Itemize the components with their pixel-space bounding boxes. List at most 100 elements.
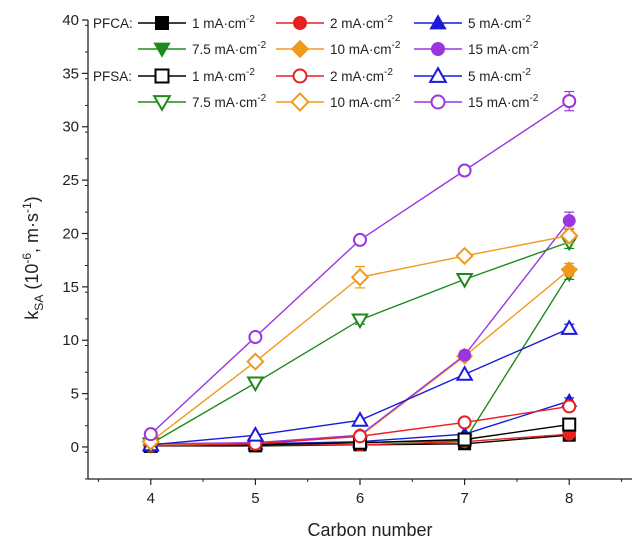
y-label-base: k	[22, 310, 42, 320]
legend-entry: 1 mA·cm-2	[138, 14, 255, 31]
legend-entry: 15 mA·cm-2	[414, 40, 539, 57]
data-point	[455, 246, 474, 266]
legend-marker	[292, 68, 308, 84]
data-point	[560, 261, 578, 279]
legend-label: 15 mA·cm-2	[468, 40, 539, 57]
legend-label-text: 7.5 mA·cm	[192, 95, 257, 110]
legend-label-text: 1 mA·cm	[192, 69, 246, 84]
y-label-sub: SA	[32, 295, 46, 311]
legend-marker	[293, 16, 307, 30]
legend-group-label: PFSA:	[93, 69, 132, 84]
legend-label: 5 mA·cm-2	[468, 14, 531, 31]
data-point	[143, 427, 158, 442]
data-point	[562, 417, 577, 432]
legend-label-text: 1 mA·cm	[192, 16, 246, 31]
x-tick-label: 5	[251, 490, 259, 507]
legend-entry: 15 mA·cm-2	[414, 93, 539, 110]
legend-entry: 5 mA·cm-2	[414, 66, 531, 84]
legend-label-text: 15 mA·cm	[468, 42, 530, 57]
data-point	[455, 272, 474, 289]
data-point	[458, 348, 472, 362]
y-tick-label: 35	[62, 65, 79, 82]
legend-group-label: PFCA:	[93, 16, 133, 31]
y-tick-label: 10	[62, 332, 79, 349]
series-layer	[141, 90, 579, 455]
data-point	[457, 415, 472, 430]
legend-label: 2 mA·cm-2	[330, 67, 393, 84]
y-tick-label: 0	[71, 439, 79, 456]
series-pfsa-8	[141, 319, 579, 452]
data-point	[457, 432, 472, 447]
legend-label-sup: -2	[246, 14, 255, 25]
legend-label-sup: -2	[257, 93, 266, 104]
y-tick-label: 30	[62, 119, 79, 136]
legend-entry: 7.5 mA·cm-2	[138, 40, 267, 58]
legend-label: 10 mA·cm-2	[330, 40, 401, 57]
y-tick-label: 25	[62, 172, 79, 189]
legend-entry: 2 mA·cm-2	[276, 67, 393, 84]
legend-marker	[154, 68, 170, 84]
y-tick-label: 15	[62, 279, 79, 296]
legend-label-text: 10 mA·cm	[330, 42, 392, 57]
legend-label-sup: -2	[257, 40, 266, 51]
legend-label: 5 mA·cm-2	[468, 67, 531, 84]
data-point	[562, 94, 577, 109]
legend-label: 1 mA·cm-2	[192, 14, 255, 31]
series-pfsa-10	[141, 226, 579, 451]
data-point	[351, 313, 369, 330]
y-label-sup2: -1	[20, 202, 34, 213]
y-label-mid: (10	[22, 264, 42, 295]
x-tick-label: 4	[147, 490, 155, 507]
legend-entry: 5 mA·cm-2	[414, 14, 531, 31]
legend-marker	[290, 39, 310, 59]
legend-label-text: 10 mA·cm	[330, 95, 392, 110]
data-point	[560, 226, 579, 245]
data-point	[562, 214, 576, 228]
legend-label-text: 5 mA·cm	[468, 69, 522, 84]
x-axis-label: Carbon number	[307, 520, 432, 540]
legend-marker	[431, 42, 445, 56]
y-tick-label: 40	[62, 12, 79, 29]
legend-label-text: 2 mA·cm	[330, 69, 384, 84]
legend-label-text: 7.5 mA·cm	[192, 42, 257, 57]
legend-label: 15 mA·cm-2	[468, 93, 539, 110]
legend-label-sup: -2	[530, 93, 539, 104]
y-label-sup: -6	[20, 253, 34, 264]
legend-entry: 10 mA·cm-2	[276, 92, 401, 112]
legend-marker	[430, 94, 446, 110]
data-point	[562, 399, 577, 414]
legend-label-sup: -2	[522, 14, 531, 25]
y-axis-label: kSA (10-6, m·s-1)	[20, 196, 46, 319]
x-tick-label: 7	[460, 490, 468, 507]
data-point	[560, 319, 579, 335]
legend-label: 1 mA·cm-2	[192, 67, 255, 84]
legend-entry: 2 mA·cm-2	[276, 14, 393, 31]
legend-label-sup: -2	[530, 40, 539, 51]
legend-marker	[290, 92, 310, 112]
legend-label: 7.5 mA·cm-2	[192, 93, 267, 110]
legend-label-sup: -2	[522, 67, 531, 78]
data-point	[353, 429, 367, 444]
y-tick-label: 20	[62, 225, 79, 242]
legend-marker	[153, 42, 171, 58]
legend-label: 2 mA·cm-2	[330, 14, 393, 31]
legend-label-sup: -2	[392, 40, 401, 51]
data-point	[457, 163, 472, 178]
legend-marker	[152, 95, 172, 112]
legend-label-text: 2 mA·cm	[330, 16, 384, 31]
x-tick-label: 6	[356, 490, 364, 507]
data-point	[246, 376, 265, 393]
legend-label: 7.5 mA·cm-2	[192, 40, 267, 57]
data-point	[455, 365, 474, 381]
legend-marker	[428, 66, 448, 83]
y-label-after: , m·s	[22, 213, 42, 253]
legend-label-sup: -2	[384, 14, 393, 25]
data-point	[351, 411, 369, 427]
legend-marker	[155, 16, 169, 30]
y-label-end: )	[22, 196, 42, 202]
legend-label-sup: -2	[246, 67, 255, 78]
y-tick-label: 5	[71, 386, 79, 403]
